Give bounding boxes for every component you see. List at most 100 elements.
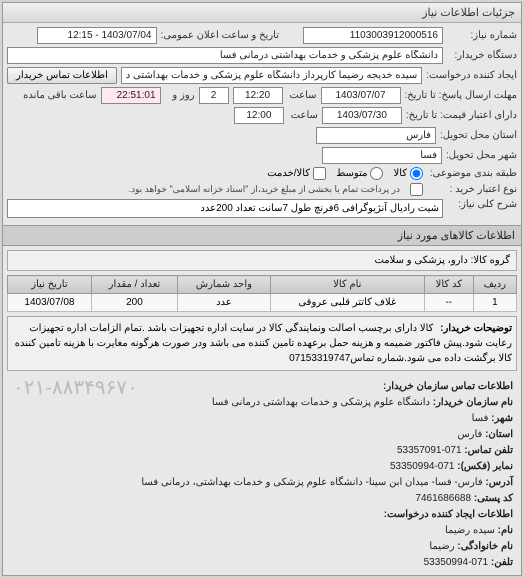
days-remain-label: روز و (165, 90, 195, 101)
group-box: گروه کالا: دارو، پزشکی و سلامت (7, 250, 517, 271)
org-contact-title: اطلاعات تماس سازمان خریدار: (383, 381, 513, 392)
priority-goodsvc-check[interactable] (313, 167, 326, 180)
need-details-panel: جزئیات اطلاعات نیاز شماره نیاز: تاریخ و … (2, 2, 522, 576)
col-name: نام کالا (270, 276, 424, 294)
table-header-row: ردیف کد کالا نام کالا واحد شمارش تعداد /… (8, 276, 517, 294)
org-province-label: استان: (485, 429, 513, 440)
province-label: استان محل تحویل: (440, 130, 517, 141)
priority-radio-group: کالا متوسط کالا/خدمت (267, 167, 423, 180)
priority-label: طبقه بندی موضوعی: (427, 168, 517, 179)
time-remain-label: ساعت باقی مانده (23, 90, 96, 101)
province-input (316, 127, 436, 144)
buyer-notes-block: توضیحات خریدار: کالا دارای برچسب اصالت و… (7, 316, 517, 371)
announce-label: تاریخ و ساعت اعلان عمومی: (161, 30, 280, 41)
days-remain-input (199, 87, 229, 104)
buyer-input (7, 47, 443, 64)
requester-label: ایجاد کننده درخواست: (426, 70, 517, 81)
cell-code: -- (424, 294, 473, 312)
priority-good-label: کالا (393, 168, 407, 179)
priority-good-radio[interactable] (410, 167, 423, 180)
creator-name-label: نام: (498, 525, 513, 536)
credit-checkbox[interactable] (410, 183, 423, 196)
time-remain-input (101, 87, 161, 104)
credit-label: نوع اعتبار خرید : (427, 184, 517, 195)
org-contact-section: اطلاعات تماس سازمان خریدار: نام سازمان خ… (3, 375, 521, 575)
row-requester: ایجاد کننده درخواست: اطلاعات تماس خریدار (7, 67, 517, 84)
priority-mid-label: متوسط (336, 168, 367, 179)
cell-unit: عدد (178, 294, 271, 312)
org-addr-label: آدرس: (485, 477, 513, 488)
group-label: گروه کالا: (471, 255, 510, 266)
row-province: استان محل تحویل: (7, 127, 517, 144)
row-deadline: مهلت ارسال پاسخ: تا تاریخ: ساعت روز و سا… (7, 87, 517, 104)
col-code: کد کالا (424, 276, 473, 294)
city-label: شهر محل تحویل: (446, 150, 517, 161)
col-idx: ردیف (473, 276, 516, 294)
col-unit: واحد شمارش (178, 276, 271, 294)
buyer-label: دستگاه خریدار: (447, 50, 517, 61)
need-number-label: شماره نیاز: (447, 30, 517, 41)
contact-buyer-button[interactable]: اطلاعات تماس خریدار (7, 67, 117, 84)
col-qty: تعداد / مقدار (91, 276, 177, 294)
cell-name: غلاف کاتتر قلبی عروقی (270, 294, 424, 312)
priority-good-item[interactable]: کالا (393, 167, 423, 180)
table-row[interactable]: 1 -- غلاف کاتتر قلبی عروقی عدد 200 1403/… (8, 294, 517, 312)
priority-mid-radio[interactable] (370, 167, 383, 180)
cell-qty: 200 (91, 294, 177, 312)
creator-phone: 071-53350994 (424, 557, 489, 568)
org-province: فارس (457, 429, 482, 440)
row-buyer: دستگاه خریدار: (7, 47, 517, 64)
org-city: فسا (472, 413, 489, 424)
org-name-label: نام سازمان خریدار: (433, 397, 513, 408)
title-key-label: شرح کلی نیاز: (447, 199, 517, 210)
credit-note: در پرداخت تمام یا بخشی از مبلغ خرید،از "… (129, 184, 400, 195)
contact-wrap: ۰۲۱-۸۸۳۴۹۶۷۰ اطلاعات تماس سازمان خریدار:… (3, 375, 521, 575)
bg-phone-watermark: ۰۲۱-۸۸۳۴۹۶۷۰ (13, 375, 138, 400)
group-value: دارو، پزشکی و سلامت (374, 255, 467, 266)
row-credit: نوع اعتبار خرید : در پرداخت تمام یا بخشی… (7, 183, 517, 196)
org-city-label: شهر: (491, 413, 513, 424)
requester-input (121, 67, 422, 84)
valid-time-input[interactable] (234, 107, 284, 124)
org-fax: 071-53350994 (390, 461, 455, 472)
city-input (322, 147, 442, 164)
row-city: شهر محل تحویل: (7, 147, 517, 164)
creator-family: رضیما (429, 541, 454, 552)
cell-date: 1403/07/08 (8, 294, 92, 312)
creator-family-label: نام خانوادگی: (457, 541, 513, 552)
org-name: دانشگاه علوم پزشکی و خدمات بهداشتی درمان… (212, 397, 430, 408)
cell-idx: 1 (473, 294, 516, 312)
priority-mid-item[interactable]: متوسط (336, 167, 383, 180)
time-label-1: ساعت (287, 90, 317, 101)
priority-goodsvc-item[interactable]: کالا/خدمت (267, 167, 326, 180)
org-post-label: کد پستی: (474, 493, 513, 504)
creator-title: اطلاعات ایجاد کننده درخواست: (384, 509, 513, 520)
valid-label: دارای اعتبار قیمت: تا تاریخ: (406, 110, 517, 121)
priority-goodsvc-label: کالا/خدمت (267, 168, 310, 179)
buyer-notes-label: توضیحات خریدار: (440, 323, 512, 334)
title-key-input[interactable]: شیت رادیال آنژیوگرافی 6فرنچ طول 7سانت تع… (7, 199, 443, 218)
items-table: ردیف کد کالا نام کالا واحد شمارش تعداد /… (7, 275, 517, 312)
need-number-input (303, 27, 443, 44)
buyer-notes-text: کالا دارای برچسب اصالت ونمایندگی کالا در… (15, 323, 512, 364)
org-post: 7461686688 (415, 493, 471, 504)
col-date: تاریخ نیاز (8, 276, 92, 294)
org-fax-label: نمابر (فکس): (457, 461, 513, 472)
org-phone-label: تلفن تماس: (464, 445, 513, 456)
valid-date-input[interactable] (322, 107, 402, 124)
creator-name: سیده رضیما (445, 525, 495, 536)
row-title-key: شرح کلی نیاز: شیت رادیال آنژیوگرافی 6فرن… (7, 199, 517, 218)
org-phone: 071-53357091 (397, 445, 462, 456)
announce-input (37, 27, 157, 44)
deadline-date-input[interactable] (321, 87, 401, 104)
deadline-time-input[interactable] (233, 87, 283, 104)
form-area: شماره نیاز: تاریخ و ساعت اعلان عمومی: دس… (3, 23, 521, 225)
items-section-title: اطلاعات کالاهای مورد نیاز (3, 225, 521, 246)
deadline-label: مهلت ارسال پاسخ: تا تاریخ: (405, 90, 517, 101)
row-valid: دارای اعتبار قیمت: تا تاریخ: ساعت (7, 107, 517, 124)
org-addr: فارس- فسا- میدان ابن سینا- دانشگاه علوم … (141, 477, 482, 488)
time-label-2: ساعت (288, 110, 318, 121)
row-need-number: شماره نیاز: تاریخ و ساعت اعلان عمومی: (7, 27, 517, 44)
panel-title: جزئیات اطلاعات نیاز (3, 3, 521, 23)
row-priority: طبقه بندی موضوعی: کالا متوسط کالا/خدمت (7, 167, 517, 180)
